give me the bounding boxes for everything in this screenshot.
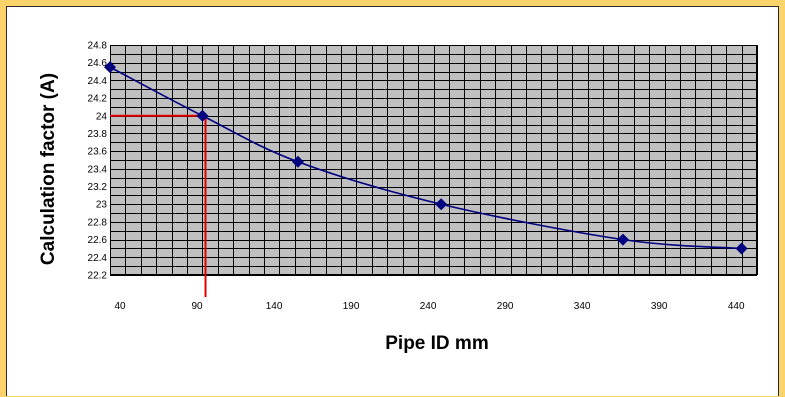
x-tick-label: 440 (728, 301, 745, 312)
reference-lines (110, 114, 207, 297)
x-tick-label: 390 (651, 301, 668, 312)
y-tick-label: 22.4 (88, 253, 108, 264)
x-tick-label: 340 (574, 301, 591, 312)
x-tick-label: 290 (497, 301, 514, 312)
y-axis-ticks: 22.2 22.4 22.6 22.8 23 23.2 23.4 23.6 23.8 24 24.2… (88, 41, 108, 282)
y-tick-label: 23.4 (88, 164, 108, 175)
data-point (435, 198, 448, 211)
y-tick-label: 24.4 (88, 76, 108, 87)
x-axis-ticks: 40 90 140 190 240 290 340 390 440 (114, 301, 745, 312)
x-tick-label: 90 (191, 301, 203, 312)
y-tick-label: 23 (96, 200, 108, 211)
y-tick-label: 23.6 (88, 147, 108, 158)
y-tick-label: 24 (96, 111, 108, 122)
y-tick-label: 23.8 (88, 129, 108, 140)
y-tick-label: 22.8 (88, 217, 108, 228)
line-chart: 22.2 22.4 22.6 22.8 23 23.2 23.4 23.6 23.8 24 24.2… (38, 41, 758, 354)
chart-frame: 22.2 22.4 22.6 22.8 23 23.2 23.4 23.6 23.8 24 24.2… (6, 6, 779, 396)
x-tick-label: 40 (114, 301, 126, 312)
x-axis-title: Pipe ID mm (385, 333, 488, 354)
y-tick-label: 24.8 (88, 41, 108, 52)
plot-border (110, 45, 757, 275)
y-tick-label: 23.2 (88, 182, 108, 193)
x-tick-label: 240 (420, 301, 437, 312)
x-tick-label: 190 (343, 301, 360, 312)
data-point (616, 233, 629, 246)
data-point (196, 109, 209, 122)
data-point (735, 242, 748, 255)
data-point (291, 155, 304, 168)
grid (110, 45, 758, 276)
y-tick-label: 22.6 (88, 235, 108, 246)
y-tick-label: 24.6 (88, 58, 108, 69)
series (104, 61, 748, 255)
x-tick-label: 140 (266, 301, 283, 312)
y-tick-label: 22.2 (88, 271, 108, 282)
y-tick-label: 24.2 (88, 94, 108, 105)
y-axis-title: Calculation factor (A) (38, 73, 59, 265)
data-point (104, 61, 116, 74)
